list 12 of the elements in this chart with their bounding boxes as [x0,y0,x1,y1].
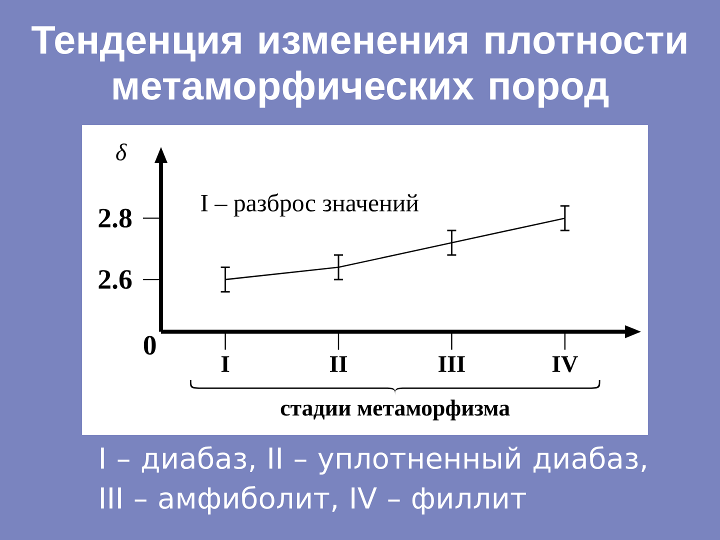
x-tick-label: II [330,356,347,372]
chart-title: Тенденция изменения плотности метаморфических пород [32,26,686,108]
y-tick-label: 2.8 [98,208,132,228]
text: I – диабаз, II – уплотненный диабаз, III – амфиболит, IV – филлит [101,446,646,515]
x-tick-label: IV [552,356,578,372]
y-tick-label: 2.6 [98,270,132,289]
text: 0 [144,336,156,355]
y-axis-title: δ [116,144,127,160]
x-axis-title: стадии метаморфизма [280,400,510,420]
x-tick-label: III [438,356,465,372]
x-tick-label: I [221,356,230,372]
annotation: I – разброс значений [201,193,418,217]
